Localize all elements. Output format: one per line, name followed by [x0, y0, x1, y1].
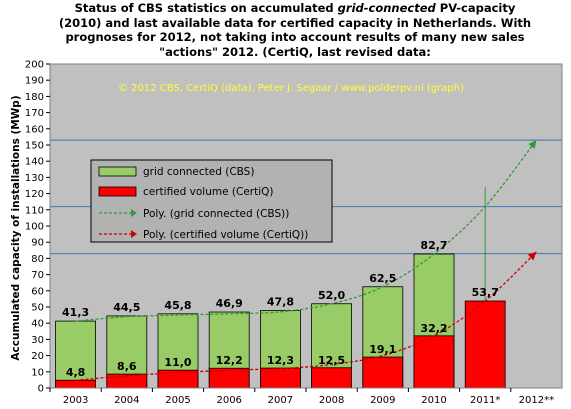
y-tick-label: 140 — [25, 157, 44, 168]
title-line2: (2010) and last available data for certi… — [58, 15, 532, 30]
data-label-certified: 12,2 — [216, 354, 243, 367]
x-tick-label: 2003 — [63, 395, 88, 406]
data-label-certified: 8,6 — [117, 360, 137, 373]
x-tick-label: 2006 — [216, 395, 241, 406]
data-labels: 41,3 44,5 45,8 46,9 47,8 52,0 62,5 82,7 4,8 8,6 11… — [62, 239, 499, 379]
y-tick-label: 30 — [31, 335, 44, 346]
data-label-certified: 4,8 — [66, 366, 86, 379]
data-label-certified: 12,5 — [318, 354, 345, 367]
x-tick-label: 2005 — [165, 395, 190, 406]
y-tick-label: 160 — [25, 124, 44, 135]
data-label-certified: 11,0 — [164, 356, 191, 369]
y-tick-label: 180 — [25, 92, 44, 103]
data-label-certified: 53,7 — [472, 286, 499, 299]
data-label-grid: 52,0 — [318, 289, 345, 302]
data-label-certified: 12,3 — [267, 354, 294, 367]
y-ticks: 0 10 20 30 40 50 60 70 80 90 100 110 120 130 140 150 160… — [25, 60, 50, 395]
y-tick-label: 130 — [25, 173, 44, 184]
data-label-certified: 32,2 — [420, 322, 447, 335]
x-tick-label: 2010 — [421, 395, 446, 406]
x-tick-label: 2007 — [268, 395, 293, 406]
legend-poly-grid-arrow — [131, 209, 137, 217]
copyright-text: © 2012 CBS, CertiQ (data), Peter J. Sega… — [118, 83, 464, 94]
x-tick-label: 2008 — [319, 395, 344, 406]
data-label-certified: 19,1 — [369, 343, 396, 356]
legend-poly-cert-arrow — [131, 230, 137, 238]
bar-certified — [208, 367, 250, 389]
x-tick-label: 2011* — [470, 395, 500, 406]
y-tick-label: 110 — [25, 205, 44, 216]
legend-poly-cert-label: Poly. (certified volume (CertiQ)) — [143, 229, 308, 241]
y-tick-label: 100 — [25, 222, 44, 233]
y-tick-label: 10 — [31, 367, 44, 378]
trend-cert-arrow — [527, 251, 537, 261]
chart-title: Status of CBS statistics on accumulated … — [50, 1, 540, 59]
bar-certified — [413, 335, 455, 389]
data-label-grid: 62,5 — [369, 272, 396, 285]
y-tick-label: 200 — [25, 60, 44, 71]
y-tick-label: 170 — [25, 108, 44, 119]
title-line3: prognoses for 2012, not taking into acco… — [65, 30, 525, 44]
y-axis-label: Accumulated capacity of installations (M… — [10, 95, 22, 360]
y-tick-label: 190 — [25, 76, 44, 87]
y-tick-label: 60 — [31, 286, 44, 297]
legend-cert-label: certified volume (CertiQ) — [143, 186, 274, 198]
title-line1-em: grid-connected — [337, 1, 436, 15]
data-label-grid: 47,8 — [267, 296, 294, 309]
y-tick-label: 150 — [25, 141, 44, 152]
x-ticks: 2003 2004 2005 2006 2007 2008 2009 2010 2011* 201… — [49, 388, 554, 406]
title-line4: "actions" 2012. (CertiQ, last revised da… — [159, 44, 431, 59]
y-tick-label: 80 — [31, 254, 44, 265]
title-line1-post: PV-capacity — [435, 1, 516, 15]
trend-cert-curve — [75, 251, 537, 381]
trend-grid-arrow — [528, 140, 537, 149]
title-line1-pre: Status of CBS statistics on accumulated — [74, 1, 338, 15]
data-label-grid: 82,7 — [420, 239, 447, 252]
legend-grid-label: grid connected (CBS) — [143, 166, 254, 178]
data-label-grid: 44,5 — [113, 301, 140, 314]
trend-lines — [75, 139, 537, 381]
trend-grid-curve — [75, 139, 537, 322]
legend-poly-grid-label: Poly. (grid connected (CBS)) — [143, 208, 289, 220]
data-label-grid: 46,9 — [216, 297, 243, 310]
bar-certified — [311, 367, 353, 389]
bar-certified — [55, 379, 96, 389]
x-tick-label: 2004 — [114, 395, 139, 406]
x-tick-label: 2012** — [519, 395, 554, 406]
legend-cert-swatch — [98, 186, 137, 197]
bar-certified — [464, 300, 506, 389]
y-tick-label: 0 — [38, 384, 44, 395]
y-tick-label: 120 — [25, 189, 44, 200]
x-tick-label: 2009 — [370, 395, 395, 406]
legend: grid connected (CBS) certified volume (C… — [90, 159, 333, 243]
y-tick-label: 70 — [31, 270, 44, 281]
bar-certified — [362, 356, 404, 389]
y-tick-label: 50 — [31, 303, 44, 314]
y-tick-label: 40 — [31, 319, 44, 330]
legend-grid-swatch — [98, 166, 137, 177]
data-label-grid: 45,8 — [164, 299, 191, 312]
bar-certified — [259, 367, 301, 389]
data-label-grid: 41,3 — [62, 306, 89, 319]
y-tick-label: 90 — [31, 238, 44, 249]
y-tick-label: 20 — [31, 351, 44, 362]
bars — [55, 187, 506, 389]
